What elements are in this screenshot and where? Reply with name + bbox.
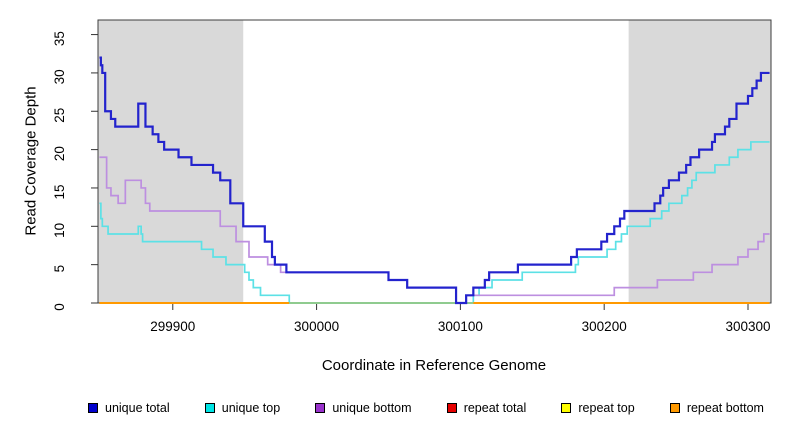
legend-swatch [561,403,572,413]
y-tick-label: 10 [52,223,67,238]
legend-swatch [204,403,215,413]
series-unique-top [99,141,770,304]
legend-swatch [88,403,98,413]
repeat-region-shading [628,20,771,303]
legend: unique total unique top unique bottom repea… [88,401,764,415]
x-tick-label: 299900 [150,319,195,334]
x-tick-label: 300000 [294,319,339,334]
legend-label: repeat bottom [686,401,764,415]
legend-swatch [315,403,326,413]
x-tick-label: 300300 [725,319,770,334]
legend-label: unique total [105,401,170,415]
legend-item-repeat-bottom: repeat bottom [669,401,764,415]
legend-label: repeat top [578,401,635,415]
repeat-region-shading [98,20,244,303]
y-tick-label: 5 [52,265,67,273]
y-tick-label: 25 [52,108,67,123]
y-tick-label: 30 [52,69,67,84]
legend-label: unique bottom [332,401,412,415]
y-tick-label: 15 [52,184,67,199]
legend-label: unique top [221,401,281,415]
y-tick-label: 20 [52,146,67,161]
legend-item-unique-top: unique top [204,401,281,415]
x-tick-label: 300200 [582,319,627,334]
x-tick-label: 300100 [438,319,483,334]
legend-item-repeat-total: repeat total [446,401,527,415]
y-tick-label: 35 [52,31,67,46]
x-axis-title: Coordinate in Reference Genome [321,357,547,374]
legend-item-unique-bottom: unique bottom [315,401,412,415]
y-tick-label: 0 [52,303,67,311]
legend-label: repeat total [463,401,527,415]
legend-item-unique-total: unique total [88,401,170,415]
series-unique-total [99,56,770,305]
legend-swatch [669,403,680,413]
y-axis-title: Read Coverage Depth [22,86,40,236]
legend-swatch [446,403,457,413]
legend-item-repeat-top: repeat top [561,401,635,415]
